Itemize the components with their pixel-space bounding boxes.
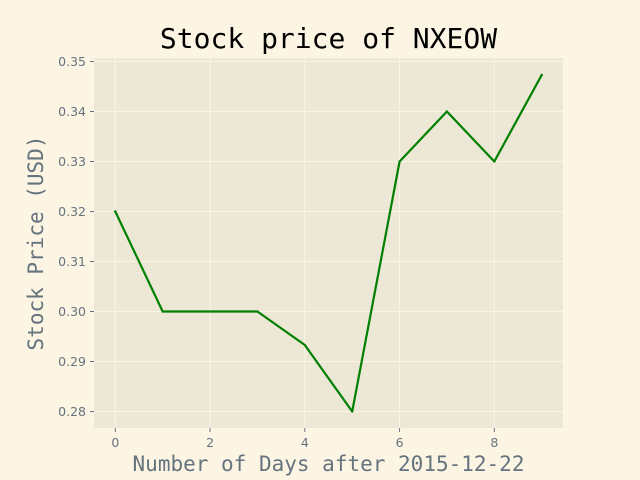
data-point (351, 410, 354, 413)
x-tick-label: 6 (396, 435, 404, 450)
y-tick-label: 0.31 (58, 254, 86, 269)
x-tick-label: 4 (301, 435, 309, 450)
data-point (114, 210, 117, 213)
data-point (493, 160, 496, 163)
price-line (113, 73, 544, 413)
data-point (303, 343, 306, 347)
data-point (445, 110, 448, 113)
y-axis-label: Stock Price (USD) (24, 136, 48, 351)
x-axis-label: Number of Days after 2015-12-22 (133, 452, 525, 476)
grid-lines (94, 58, 563, 428)
y-tick-label: 0.35 (58, 54, 86, 69)
x-axis-ticks: 0 2 4 6 8 (111, 428, 498, 450)
y-tick-label: 0.34 (58, 104, 86, 119)
data-point (256, 310, 259, 313)
series-layer (113, 73, 544, 413)
y-tick-label: 0.28 (58, 404, 86, 419)
plot-area (94, 58, 563, 428)
chart-title: Stock price of NXEOW (160, 22, 497, 55)
data-point (398, 160, 401, 163)
data-point (540, 73, 543, 77)
y-tick-label: 0.29 (58, 354, 86, 369)
y-tick-label: 0.30 (58, 304, 86, 319)
y-tick-label: 0.32 (58, 204, 86, 219)
data-point (209, 310, 212, 313)
x-tick-label: 8 (490, 435, 498, 450)
y-axis-ticks: 0.28 0.29 0.30 0.31 0.32 0.33 0.34 0.35 (58, 54, 94, 419)
y-tick-label: 0.33 (58, 154, 86, 169)
data-point (161, 310, 164, 313)
x-tick-label: 2 (206, 435, 214, 450)
x-tick-label: 0 (111, 435, 119, 450)
